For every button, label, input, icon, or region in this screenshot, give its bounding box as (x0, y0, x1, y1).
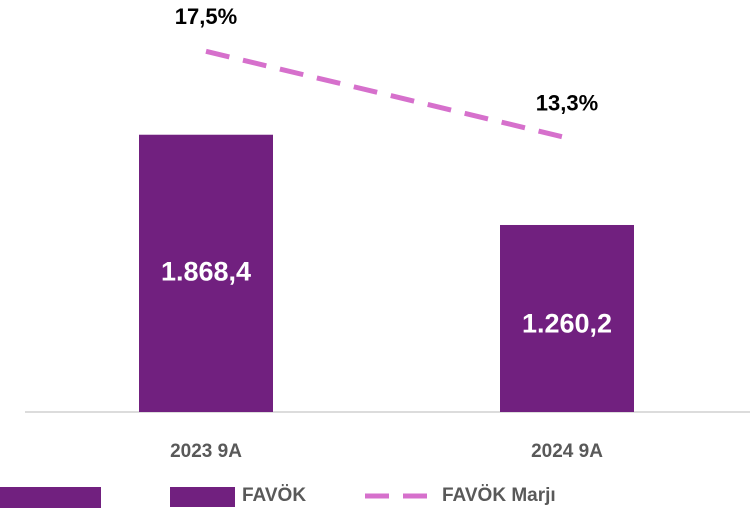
legend-label: FAVÖK (242, 485, 306, 506)
bar-value-label: 1.260,2 (522, 309, 612, 339)
x-tick-label: 2023 9A (170, 441, 242, 462)
bar (500, 224, 634, 412)
bar-value-label: 1.868,4 (161, 256, 251, 286)
legend-label: FAVÖK Marjı (442, 485, 556, 506)
legend-fragment (0, 487, 101, 508)
line-value-label: 17,5% (175, 4, 237, 29)
line (205, 48, 568, 141)
x-tick-label: 2024 9A (531, 441, 603, 462)
line-value-label: 13,3% (536, 91, 598, 116)
bar (139, 134, 273, 413)
legend-swatch (170, 487, 235, 507)
